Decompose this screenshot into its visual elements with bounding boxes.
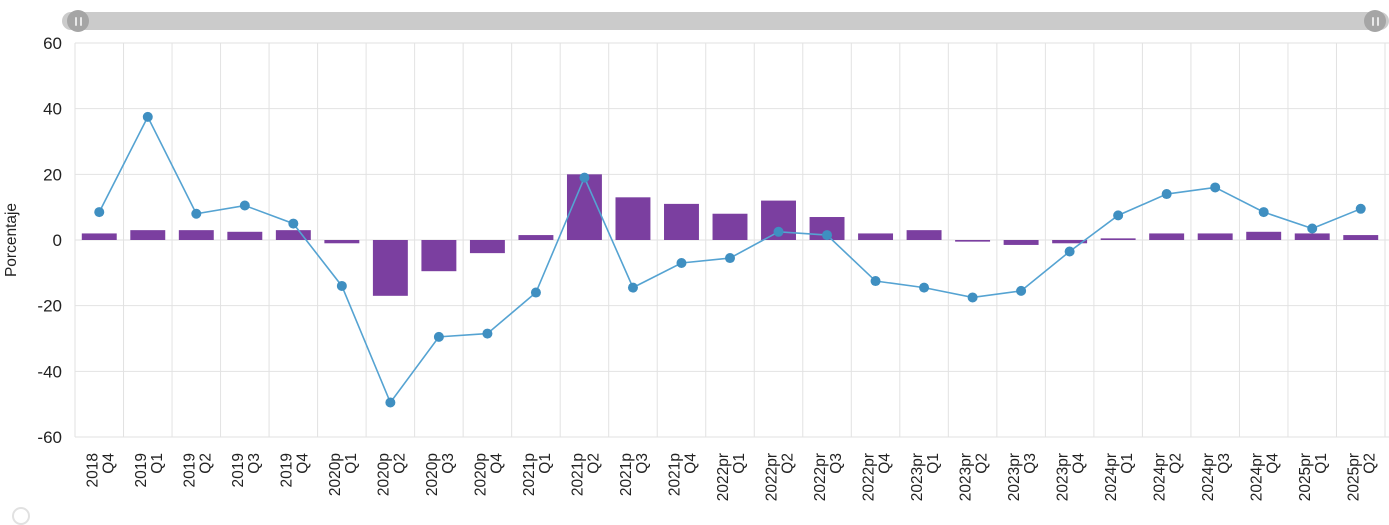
y-axis-tick-label: 0 <box>53 231 62 250</box>
line-point-2022pr-q3[interactable] <box>822 230 833 241</box>
y-axis-tick-label: -60 <box>37 428 62 447</box>
x-axis-label: 2025prQ1 <box>1297 453 1330 501</box>
bar-2019-q1[interactable] <box>130 230 166 240</box>
y-axis-tick-label: -40 <box>37 362 62 381</box>
bar-2023pr-q4[interactable] <box>1052 240 1088 244</box>
bar-2023pr-q1[interactable] <box>906 230 942 240</box>
x-axis-label: 2019Q2 <box>181 453 214 487</box>
y-axis-tick-label: 40 <box>43 100 62 119</box>
line-point-2023pr-q3[interactable] <box>1016 285 1027 296</box>
line-point-2021p-q3[interactable] <box>627 282 638 293</box>
bar-2024pr-q2[interactable] <box>1149 233 1185 240</box>
x-axis-label: 2024prQ1 <box>1103 453 1136 501</box>
bar-2020p-q2[interactable] <box>372 240 408 296</box>
line-point-2018-q4[interactable] <box>94 207 105 218</box>
x-axis-label: 2022prQ2 <box>764 453 797 501</box>
x-axis-label: 2019Q4 <box>278 453 311 488</box>
line-point-2024pr-q2[interactable] <box>1161 189 1172 200</box>
line-point-2022pr-q1[interactable] <box>725 253 735 264</box>
drag-grip-icon <box>1371 16 1374 26</box>
bar-2023pr-q2[interactable] <box>955 240 991 242</box>
line-point-2020p-q3[interactable] <box>433 331 444 342</box>
line-point-2021p-q1[interactable] <box>530 287 541 298</box>
x-axis-label: 2021pQ1 <box>521 453 554 496</box>
line-point-2023pr-q1[interactable] <box>919 282 930 293</box>
line-point-2024pr-q1[interactable] <box>1113 210 1124 221</box>
scrollbar-left-handle[interactable] <box>67 10 89 32</box>
bar-2022pr-q4[interactable] <box>858 233 894 240</box>
scrollbar-right-handle[interactable] <box>1364 10 1386 32</box>
x-axis-label: 2022prQ1 <box>715 453 748 501</box>
line-point-2019-q4[interactable] <box>288 218 299 229</box>
line-point-2021p-q2[interactable] <box>579 172 590 183</box>
line-point-2023pr-q2[interactable] <box>967 292 978 303</box>
bar-2023pr-q3[interactable] <box>1003 240 1039 245</box>
x-axis-label: 2021pQ2 <box>569 453 602 496</box>
y-axis-tick-label: 20 <box>43 165 62 184</box>
line-point-2022pr-q2[interactable] <box>773 226 784 237</box>
bar-2021p-q4[interactable] <box>664 203 699 240</box>
bar-2025pr-q2[interactable] <box>1343 235 1379 240</box>
x-axis-label: 2020pQ1 <box>327 453 360 496</box>
y-axis-tick-label: -20 <box>37 297 62 316</box>
bar-2019-q3[interactable] <box>227 231 263 240</box>
x-axis-label: 2019Q3 <box>230 453 263 487</box>
bar-2020p-q1[interactable] <box>324 240 360 244</box>
bar-2024pr-q1[interactable] <box>1100 238 1136 240</box>
line-point-2024pr-q3[interactable] <box>1210 182 1221 193</box>
line-point-2019-q2[interactable] <box>191 208 202 219</box>
line-point-2024pr-q4[interactable] <box>1258 207 1269 218</box>
line-point-2020p-q4[interactable] <box>482 328 493 339</box>
scrollbar-track[interactable] <box>62 12 1389 30</box>
bar-2019-q2[interactable] <box>178 230 214 240</box>
drag-grip-icon <box>79 16 82 26</box>
bar-2019-q4[interactable] <box>275 230 311 240</box>
bar-2021p-q1[interactable] <box>518 235 554 240</box>
line-point-2019-q3[interactable] <box>239 200 250 211</box>
chart-scrollbar[interactable] <box>62 9 1389 33</box>
line-point-2020p-q1[interactable] <box>336 280 347 291</box>
line-point-2021p-q4[interactable] <box>676 257 687 268</box>
bar-2021p-q3[interactable] <box>615 197 651 240</box>
x-axis-label: 2023prQ3 <box>1006 453 1039 501</box>
x-axis-label: 2020pQ3 <box>424 453 457 496</box>
x-axis-label: 2020pQ2 <box>375 453 408 496</box>
partial-logo-icon <box>12 507 30 525</box>
line-point-2023pr-q4[interactable] <box>1064 246 1075 257</box>
x-axis-label: 2019Q1 <box>133 453 166 487</box>
x-axis-label: 2021pQ4 <box>666 453 699 496</box>
bar-2024pr-q4[interactable] <box>1246 231 1282 240</box>
x-axis-label: 2024prQ2 <box>1152 453 1185 501</box>
x-axis-label: 2023prQ4 <box>1055 453 1088 502</box>
x-axis-label: 2018Q4 <box>84 453 117 488</box>
line-point-2022pr-q4[interactable] <box>870 276 881 287</box>
y-axis-tick-label: 60 <box>43 34 62 53</box>
line-point-2020p-q2[interactable] <box>385 397 396 408</box>
bar-2024pr-q3[interactable] <box>1197 233 1233 240</box>
x-axis-label: 2020pQ4 <box>472 453 505 496</box>
y-axis-title: Porcentaje <box>3 203 20 277</box>
line-point-2025pr-q2[interactable] <box>1355 203 1366 214</box>
x-axis-label: 2022prQ4 <box>861 453 894 502</box>
drag-grip-icon <box>74 16 77 26</box>
x-axis-label: 2025prQ2 <box>1346 453 1379 501</box>
x-axis-label: 2023prQ2 <box>958 453 991 501</box>
x-axis-label: 2024prQ3 <box>1200 453 1233 501</box>
drag-grip-icon <box>1376 16 1379 26</box>
x-axis-label: 2024prQ4 <box>1249 453 1282 502</box>
bar-2025pr-q1[interactable] <box>1294 233 1330 240</box>
bar-2020p-q4[interactable] <box>469 240 505 254</box>
bar-2018-q4[interactable] <box>81 233 117 240</box>
x-axis-label: 2021pQ3 <box>618 453 651 496</box>
line-point-2019-q1[interactable] <box>142 111 153 122</box>
bar-2020p-q3[interactable] <box>421 240 457 272</box>
x-axis-label: 2022prQ3 <box>812 453 845 501</box>
plot-area: 60 40 20 0 -20 -40 -60 2018Q4 2019Q1 2019Q2 2019Q3… <box>37 34 1389 501</box>
line-point-2025pr-q1[interactable] <box>1307 223 1318 234</box>
x-axis-label: 2023prQ1 <box>909 453 942 501</box>
bar-2022pr-q1[interactable] <box>712 213 748 240</box>
